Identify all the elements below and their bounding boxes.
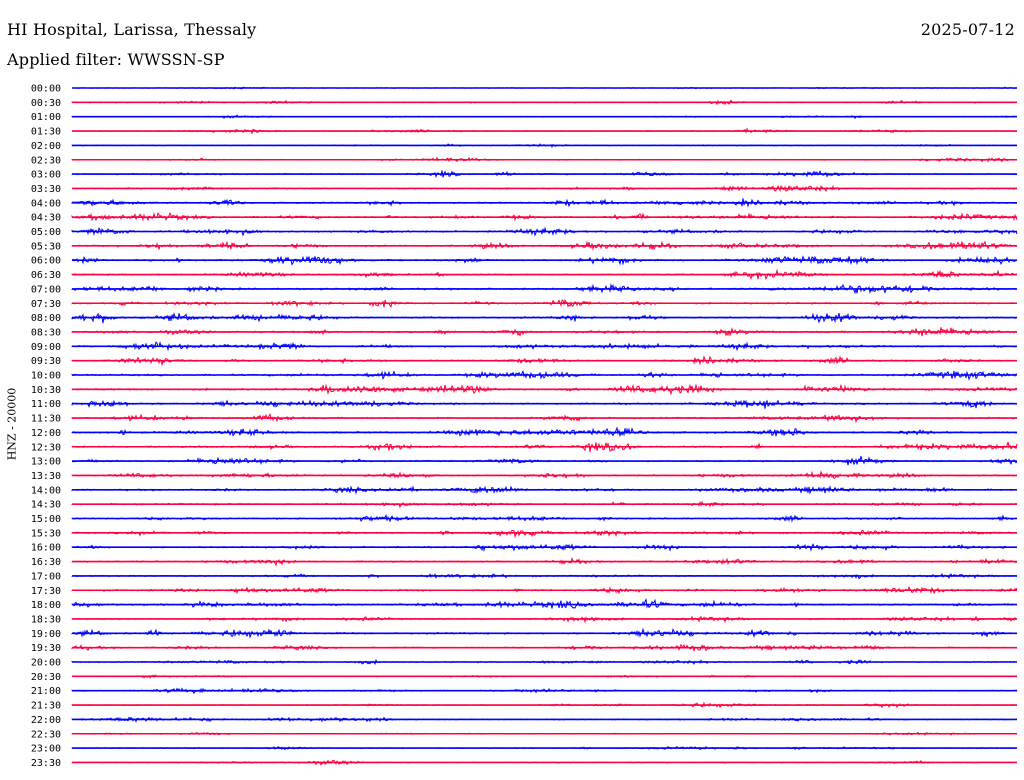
- time-tick-label: 13:30: [31, 471, 61, 482]
- time-tick-label: 21:00: [31, 686, 61, 697]
- time-tick-label: 10:00: [31, 371, 61, 382]
- time-tick-label: 16:00: [31, 543, 61, 554]
- time-tick-label: 22:00: [31, 715, 61, 726]
- time-tick-label: 00:30: [31, 98, 61, 109]
- time-tick-label: 19:00: [31, 629, 61, 640]
- time-tick-label: 06:30: [31, 270, 61, 281]
- time-tick-label: 18:00: [31, 600, 61, 611]
- time-tick-label: 17:00: [31, 571, 61, 582]
- time-tick-label: 15:30: [31, 528, 61, 539]
- time-tick-label: 09:00: [31, 342, 61, 353]
- time-tick-label: 12:30: [31, 442, 61, 453]
- time-tick-label: 14:00: [31, 485, 61, 496]
- time-tick-label: 19:30: [31, 643, 61, 654]
- time-tick-label: 11:30: [31, 414, 61, 425]
- filter-label: Applied filter: WWSSN-SP: [7, 50, 225, 69]
- trace-line-2000: [71, 658, 1018, 666]
- time-tick-label: 00:00: [31, 84, 61, 95]
- time-tick-label: 16:30: [31, 557, 61, 568]
- time-tick-label: 07:30: [31, 299, 61, 310]
- time-tick-label: 07:00: [31, 284, 61, 295]
- time-tick-label: 06:00: [31, 256, 61, 267]
- time-tick-label: 21:30: [31, 701, 61, 712]
- time-tick-label: 05:00: [31, 227, 61, 238]
- time-tick-label: 04:00: [31, 198, 61, 209]
- time-tick-label: 02:00: [31, 141, 61, 152]
- time-tick-label: 13:00: [31, 457, 61, 468]
- time-tick-label: 09:30: [31, 356, 61, 367]
- trace-line-1100: [71, 399, 1017, 409]
- time-tick-label: 12:00: [31, 428, 61, 439]
- time-tick-label: 04:30: [31, 213, 61, 224]
- y-axis-label: HNZ - 20000: [5, 387, 19, 461]
- date-label: 2025-07-12: [920, 20, 1015, 39]
- time-tick-label: 23:30: [31, 758, 61, 769]
- time-tick-label: 10:30: [31, 385, 61, 396]
- time-tick-label: 20:30: [31, 672, 61, 683]
- time-tick-label: 15:00: [31, 514, 61, 525]
- time-tick-label: 22:30: [31, 729, 61, 740]
- time-tick-label: 01:00: [31, 112, 61, 123]
- time-tick-label: 18:30: [31, 614, 61, 625]
- time-tick-label: 03:30: [31, 184, 61, 195]
- time-tick-label: 11:00: [31, 399, 61, 410]
- time-tick-label: 02:30: [31, 155, 61, 166]
- station-title: HI Hospital, Larissa, Thessaly: [7, 20, 257, 39]
- time-tick-label: 23:00: [31, 744, 61, 755]
- time-tick-label: 01:30: [31, 127, 61, 138]
- time-tick-label: 14:30: [31, 500, 61, 511]
- time-tick-label: 08:00: [31, 313, 61, 324]
- time-tick-label: 17:30: [31, 586, 61, 597]
- time-tick-label: 08:30: [31, 327, 61, 338]
- time-tick-label: 03:00: [31, 170, 61, 181]
- time-tick-label: 20:00: [31, 658, 61, 669]
- time-tick-label: 05:30: [31, 241, 61, 252]
